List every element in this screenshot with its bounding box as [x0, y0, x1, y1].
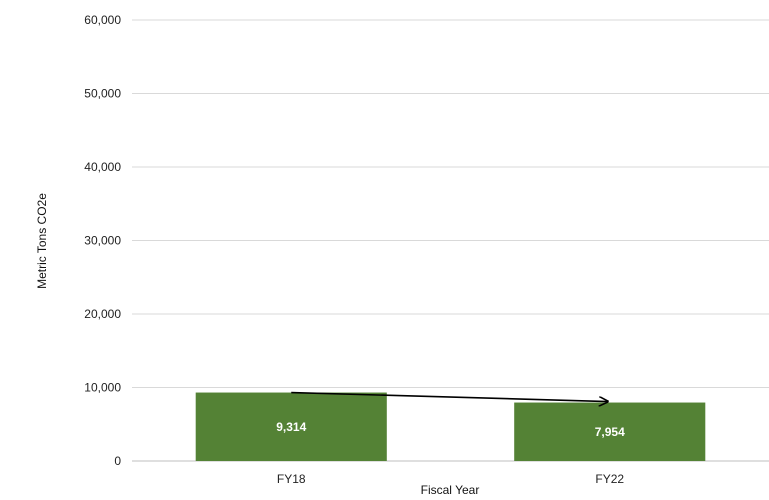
x-axis-ticks: FY18 FY22	[277, 472, 625, 486]
bar-value-label: 9,314	[276, 420, 306, 434]
x-axis-title: Fiscal Year	[421, 483, 480, 497]
trend-arrow	[291, 391, 608, 402]
gridlines	[132, 19, 769, 462]
y-axis-title: Metric Tons CO2e	[35, 193, 49, 289]
bar	[514, 402, 706, 461]
y-tick-label: 40,000	[84, 160, 121, 174]
bar-value-label: 7,954	[595, 425, 625, 439]
bars: 9,314 7,954	[195, 392, 706, 461]
x-tick-label: FY18	[277, 472, 306, 486]
x-tick-label: FY22	[595, 472, 624, 486]
y-tick-label: 50,000	[84, 87, 121, 101]
y-tick-label: 30,000	[84, 234, 121, 248]
y-tick-label: 0	[114, 454, 121, 468]
bar	[195, 392, 387, 461]
y-tick-label: 10,000	[84, 381, 121, 395]
y-tick-label: 20,000	[84, 307, 121, 321]
annotations	[291, 391, 608, 402]
y-tick-label: 60,000	[84, 13, 121, 27]
y-axis-ticks: 0 10,000 20,000 30,000 40,000 50,000 60,000	[84, 13, 121, 468]
